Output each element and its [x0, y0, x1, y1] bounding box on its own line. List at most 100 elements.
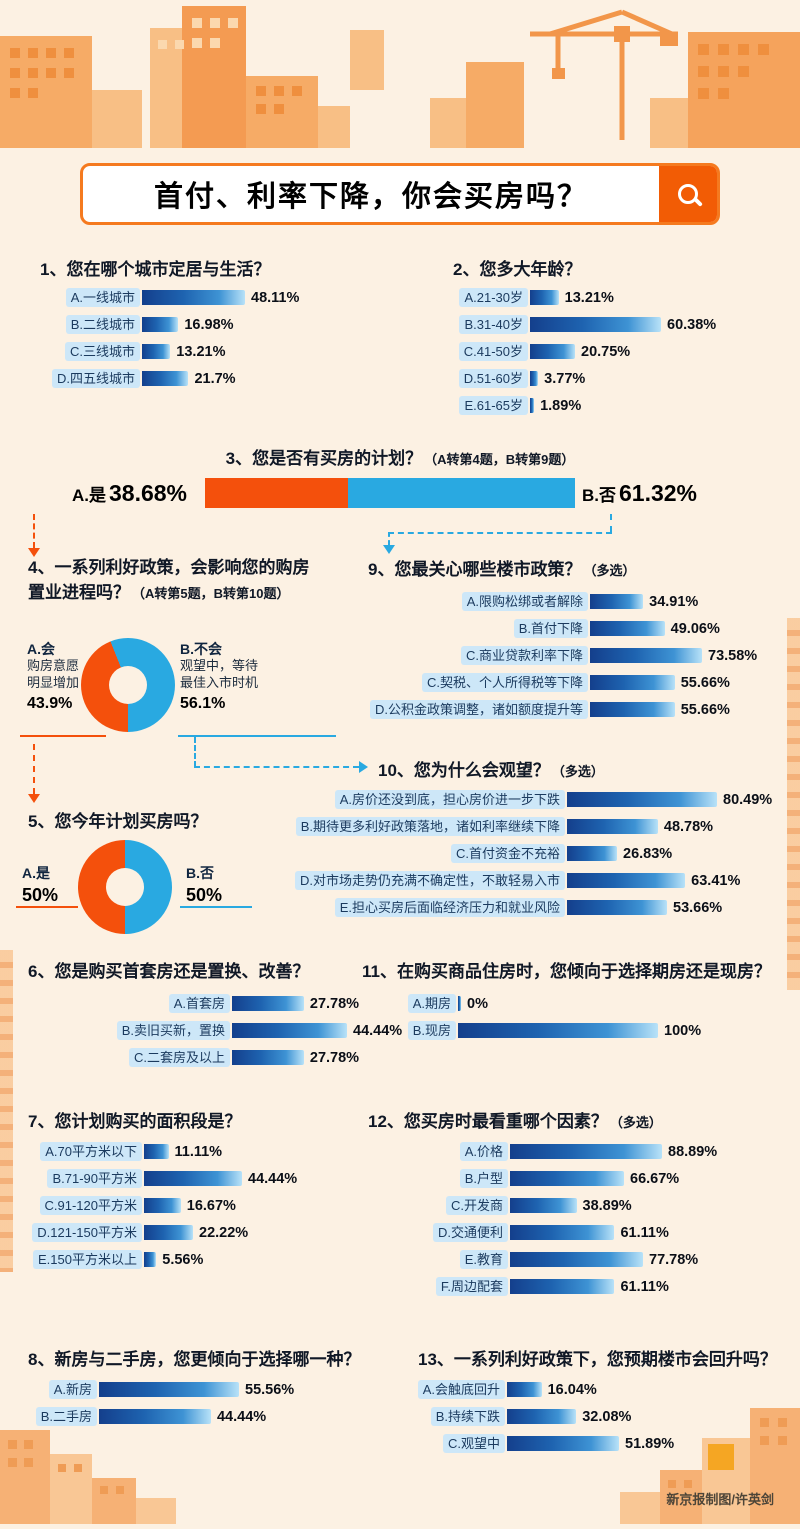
- question-12-heading: 12、您买房时最看重哪个因素？ （多选）: [368, 1110, 662, 1135]
- bar-row: E.担心买房后面临经济压力和就业风险 53.66%: [283, 898, 772, 917]
- category-label: A.价格: [400, 1142, 508, 1161]
- value-label: 61.11%: [620, 1224, 669, 1241]
- value-label: 49.06%: [670, 620, 720, 637]
- value-label: 13.21%: [564, 289, 614, 306]
- value-bar: [567, 819, 658, 834]
- value-bar: [510, 1198, 577, 1213]
- bar-row: E.150平方米以上 5.56%: [26, 1250, 297, 1269]
- category-label: C.91-120平方米: [26, 1196, 142, 1215]
- value-label: 55.66%: [680, 674, 730, 691]
- value-bar: [530, 317, 661, 332]
- q4-a-desc-1: 购房意愿: [27, 658, 80, 674]
- category-label: A.新房: [30, 1380, 97, 1399]
- q4-b-leader-line: [178, 735, 336, 737]
- value-bar: [510, 1225, 615, 1240]
- bar-row: C.契税、个人所得税等下降 55.66%: [358, 673, 757, 692]
- category-label: C.开发商: [400, 1196, 508, 1215]
- value-label: 27.78%: [309, 1049, 360, 1066]
- value-label: 16.98%: [184, 316, 234, 333]
- stacked-segment: [205, 478, 349, 508]
- value-label: 44.44%: [216, 1408, 267, 1425]
- bar-row: A.21-30岁 13.21%: [440, 288, 716, 307]
- question-13-heading: 13、一系列利好政策下，您预期楼市会回升吗？: [418, 1350, 777, 1369]
- category-label: A.首套房: [30, 994, 230, 1013]
- value-label: 27.78%: [309, 995, 360, 1012]
- bar-row: C.91-120平方米 16.67%: [26, 1196, 297, 1215]
- value-bar: [232, 1023, 347, 1038]
- crane-icon: [510, 4, 690, 149]
- value-bar: [590, 702, 675, 717]
- question-7-heading: 7、您计划购买的面积段是？: [28, 1112, 242, 1131]
- category-label: D.51-60岁: [440, 369, 528, 388]
- category-label: C.契税、个人所得税等下降: [358, 673, 588, 692]
- bar-row: B.二线城市 16.98%: [28, 315, 299, 334]
- value-bar: [144, 1252, 157, 1267]
- category-label: A.会触底回升: [400, 1380, 505, 1399]
- bar-row: A.价格 88.89%: [400, 1142, 717, 1161]
- value-bar: [530, 371, 539, 386]
- page-title: 首付、利率下降，你会买房吗？: [153, 181, 588, 213]
- value-bar: [567, 792, 717, 807]
- value-bar: [590, 648, 702, 663]
- category-label: A.期房: [390, 994, 456, 1013]
- category-label: A.70平方米以下: [26, 1142, 142, 1161]
- search-icon: [678, 184, 698, 204]
- q4-b-desc-2: 最佳入市时机: [180, 675, 259, 691]
- value-label: 55.66%: [680, 701, 730, 718]
- category-label: E.61-65岁: [440, 396, 528, 415]
- q5-a-category: A.是: [22, 865, 50, 881]
- value-bar: [590, 675, 675, 690]
- value-label: 88.89%: [668, 1143, 718, 1160]
- category-label: C.首付资金不充裕: [283, 844, 565, 863]
- value-bar: [142, 317, 179, 332]
- value-label: 48.78%: [663, 818, 714, 835]
- value-label: 3.77%: [544, 370, 586, 387]
- category-label: D.121-150平方米: [26, 1223, 142, 1242]
- value-bar: [510, 1252, 643, 1267]
- value-bar: [567, 873, 686, 888]
- q6-bar-chart: A.首套房 27.78% B.卖旧买新，置换 44.44% C.二套房及以上 27.78%: [30, 994, 402, 1075]
- q5-b-leader-line: [180, 906, 252, 908]
- value-label: 11.11%: [174, 1143, 223, 1160]
- bar-row: A.期房 0%: [390, 994, 701, 1013]
- value-label: 16.67%: [186, 1197, 236, 1214]
- question-2-heading: 2、您多大年龄？: [453, 260, 582, 279]
- q10-bar-chart: A.房价还没到底，担心房价进一步下跌 80.49% B.期待更多利好政策落地，诸如利…: [283, 790, 772, 925]
- category-label: C.二套房及以上: [30, 1048, 230, 1067]
- bar-row: A.一线城市 48.11%: [28, 288, 299, 307]
- bar-row: C.开发商 38.89%: [400, 1196, 717, 1215]
- q3-option-a-label: A.是 38.68%: [72, 478, 187, 508]
- skyline-bottom-left: [0, 1424, 200, 1529]
- question-1-heading: 1、您在哪个城市定居与生活？: [40, 260, 271, 279]
- bar-row: A.首套房 27.78%: [30, 994, 402, 1013]
- arrow-right-blue-icon: [359, 761, 368, 773]
- value-label: 44.44%: [353, 1022, 403, 1039]
- bar-row: D.四五线城市 21.7%: [28, 369, 299, 388]
- category-label: B.持续下跌: [400, 1407, 505, 1426]
- category-label: B.二线城市: [28, 315, 140, 334]
- value-label: 66.67%: [630, 1170, 680, 1187]
- q4-b-desc-1: 观望中，等待: [180, 658, 259, 674]
- q4-a-desc-2: 明显增加: [27, 675, 80, 691]
- stacked-segment: [348, 478, 575, 508]
- value-bar: [144, 1198, 181, 1213]
- value-bar: [142, 344, 171, 359]
- q5-donut-chart: [78, 840, 172, 934]
- q5-b-value: 50%: [186, 885, 223, 906]
- question-8-heading: 8、新房与二手房，您更倾向于选择哪一种？: [28, 1350, 361, 1369]
- bar-row: B.期待更多利好政策落地，诸如利率继续下降 48.78%: [283, 817, 772, 836]
- q4-segment-b-label: B.不会 观望中，等待 最佳入市时机 56.1%: [180, 640, 290, 715]
- value-bar: [144, 1144, 169, 1159]
- value-bar: [458, 1023, 658, 1038]
- value-label: 34.91%: [649, 593, 699, 610]
- question-11-heading: 11、在购买商品住房时，您倾向于选择期房还是现房？: [362, 962, 771, 981]
- question-4-heading: 4、一系列利好政策，会影响您的购房置业进程吗？ （A转第5题，B转第10题）: [28, 556, 320, 605]
- bar-row: C.41-50岁 20.75%: [440, 342, 716, 361]
- q3-option-a-text: A.是: [72, 485, 106, 505]
- flow-connector-q10-vertical: [194, 737, 196, 767]
- value-bar: [510, 1171, 624, 1186]
- category-label: D.交通便利: [400, 1223, 508, 1242]
- building-strip-left: [0, 950, 13, 1272]
- category-label: B.二手房: [30, 1407, 97, 1426]
- credit-line: 新京报制图/许英剑: [666, 1492, 774, 1507]
